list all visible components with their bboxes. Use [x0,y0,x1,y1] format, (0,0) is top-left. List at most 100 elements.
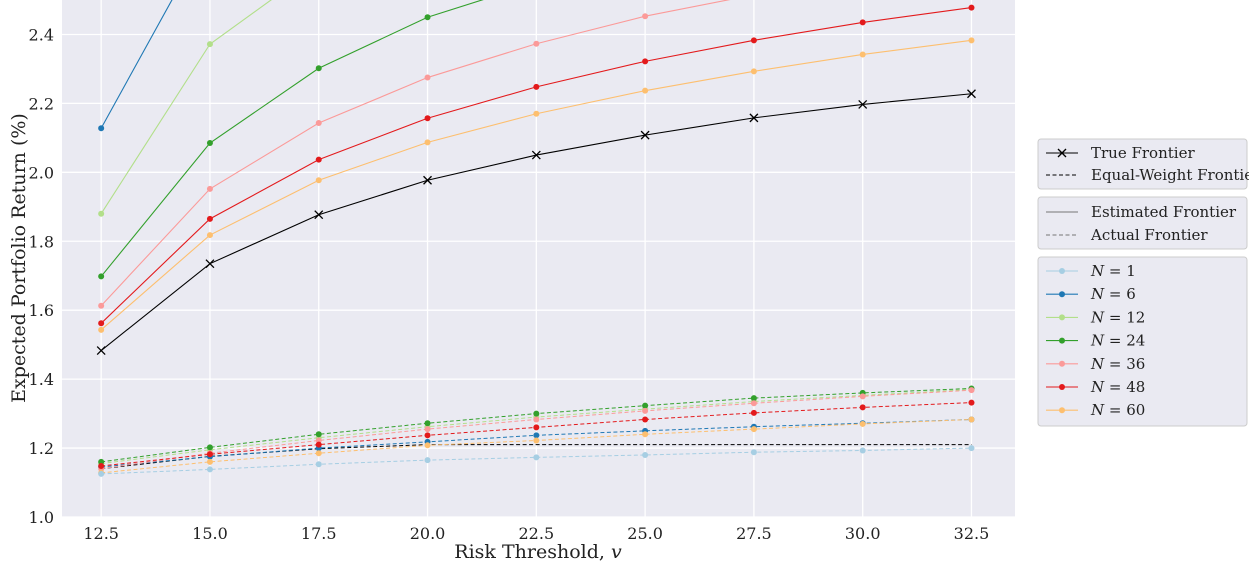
actual-point-n60 [206,458,213,465]
x-tick-label: 22.5 [519,524,555,543]
legend-series-marker-n60 [1059,407,1065,414]
estimated-point-n24 [98,273,105,280]
y-tick-label: 2.2 [29,94,54,113]
estimated-point-n60 [968,37,975,44]
y-tick-label: 1.0 [29,508,54,527]
legend-series-marker-n1 [1059,268,1065,274]
estimated-point-n48 [968,4,975,11]
true-frontier-marker [531,150,541,160]
actual-point-n1 [968,445,975,452]
x-tick-label: 25.0 [627,524,663,543]
actual-point-n36 [968,387,975,394]
actual-point-n36 [315,437,322,444]
legend-series-box [1037,256,1248,427]
y-tick-label: 1.4 [29,370,54,389]
estimated-point-n48 [315,156,322,163]
actual-point-n24 [424,420,431,427]
x-tick-label: 12.5 [83,524,119,543]
estimated-point-n36 [315,120,322,127]
actual-point-n60 [750,426,757,433]
actual-point-n36 [424,426,431,433]
legend-style-label: Estimated Frontier [1091,203,1237,221]
estimated-point-n48 [750,37,757,44]
estimated-point-n36 [206,185,213,192]
actual-point-n48 [859,404,866,411]
y-axis-title: Expected Portfolio Return (%) [8,113,30,403]
legend-style-box [1037,196,1248,250]
actual-point-n48 [642,416,649,423]
true-frontier-marker [749,113,759,123]
estimated-point-n36 [98,302,105,309]
legend: True Frontier Equal-Weight Frontier Estima… [1037,138,1249,427]
legend-series-marker-n6 [1059,291,1065,298]
actual-point-n48 [424,432,431,439]
actual-point-n24 [642,402,649,409]
y-tick-label: 1.8 [29,232,54,251]
actual-point-n60 [642,431,649,438]
actual-point-n1 [750,449,757,456]
true-frontier-marker [640,130,650,140]
x-tick-labels: 12.5 15.0 17.5 20.0 22.5 25.0 27.5 30.0 32.5 [83,524,989,543]
actual-point-n36 [642,407,649,414]
actual-point-n48 [315,441,322,448]
estimated-point-n60 [206,232,213,239]
true-frontier-marker [96,346,106,355]
x-tick-label: 15.0 [192,524,228,543]
legend-equal-weight-label: Equal-Weight Frontier [1091,166,1249,184]
legend-series-marker-n24 [1059,337,1065,344]
x-tick-label: 20.0 [410,524,446,543]
estimated-point-n60 [859,51,866,58]
legend-series-marker-n12 [1059,314,1065,321]
y-tick-label: 2.0 [29,163,54,182]
actual-point-n60 [859,420,866,427]
actual-point-n1 [859,447,866,454]
legend-series-marker-n36 [1059,360,1065,367]
estimated-point-n60 [642,87,649,94]
estimated-point-n24 [206,140,213,147]
estimated-point-n48 [206,215,213,222]
legend-series-label-n1: N = 1 [1090,262,1136,280]
actual-point-n60 [968,416,975,423]
legend-series-label-n24: N = 24 [1090,332,1145,350]
actual-point-n36 [533,416,540,423]
series-lines [96,0,976,477]
estimated-point-n60 [315,177,322,184]
estimated-point-n48 [424,115,431,122]
actual-point-n1 [98,470,105,477]
estimated-point-n48 [642,58,649,65]
estimated-line-n12 [100,0,272,214]
legend-reference-box [1037,138,1248,190]
x-tick-label: 27.5 [736,524,772,543]
true-frontier-marker [423,175,432,185]
estimated-point-n12 [206,41,213,48]
y-tick-labels: 1.0 1.2 1.4 1.6 1.8 2.0 2.2 2.4 [29,25,54,527]
actual-point-n1 [315,461,322,468]
estimated-point-n36 [642,13,649,20]
legend-series-label-n12: N = 12 [1090,308,1145,326]
estimated-point-n48 [98,320,105,327]
actual-point-n60 [424,442,431,449]
estimated-point-n60 [533,110,540,117]
actual-point-n60 [533,437,540,444]
actual-point-n24 [315,431,322,438]
legend-series-label-n60: N = 60 [1090,401,1145,419]
true-frontier-marker [205,259,215,269]
legend-series-marker-n48 [1059,384,1065,390]
actual-point-n48 [206,451,213,458]
actual-point-n48 [533,424,540,431]
actual-point-n24 [533,410,540,417]
true-frontier-marker [858,99,868,109]
y-tick-label: 1.2 [29,439,54,458]
actual-point-n48 [98,462,105,469]
actual-point-n24 [206,444,213,451]
estimated-point-n6 [98,125,105,132]
actual-point-n6 [533,432,540,439]
actual-point-n1 [424,457,431,464]
y-tick-label: 2.4 [29,25,54,44]
estimated-point-n60 [750,68,757,75]
estimated-point-n12 [98,210,105,217]
estimated-point-n36 [533,40,540,47]
y-tick-label: 1.6 [29,301,54,320]
actual-point-n1 [642,451,649,458]
actual-point-n1 [533,454,540,461]
